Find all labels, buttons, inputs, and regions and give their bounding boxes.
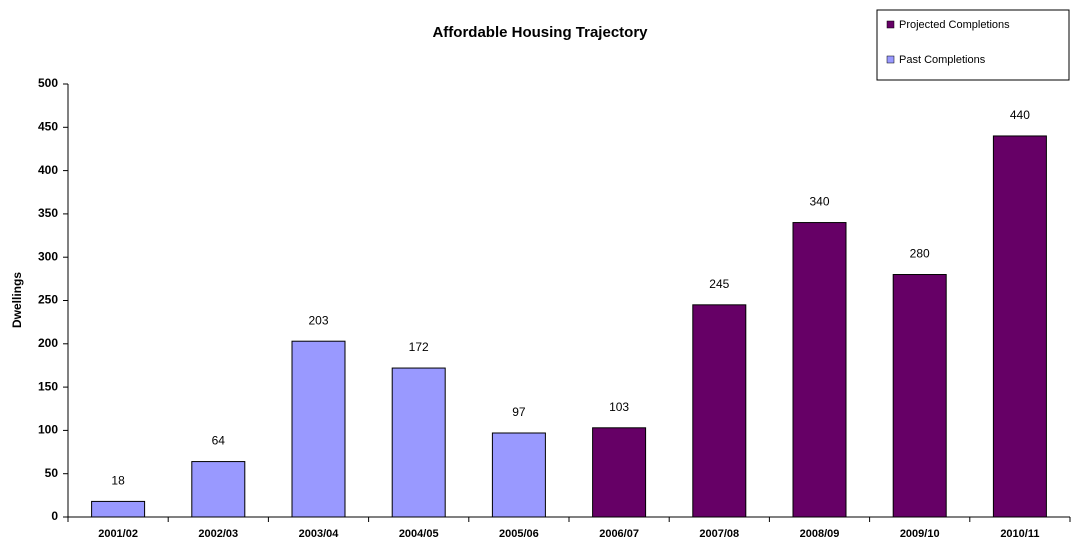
bar (191, 461, 246, 518)
y-tick-label: 200 (38, 336, 58, 350)
bar (892, 274, 947, 518)
x-tick-label: 2001/02 (98, 528, 138, 540)
y-tick-label: 350 (38, 206, 58, 220)
data-label: 64 (212, 434, 226, 448)
y-tick-label: 500 (38, 76, 58, 90)
bar (91, 500, 146, 518)
x-tick-label: 2004/05 (399, 528, 439, 540)
y-axis-label: Dwellings (10, 272, 24, 328)
x-tick-label: 2010/11 (1000, 528, 1039, 540)
bar (792, 222, 847, 518)
x-tick-label: 2007/08 (699, 528, 739, 540)
y-tick-label: 100 (38, 423, 58, 437)
data-label: 280 (910, 247, 930, 261)
data-label: 103 (609, 400, 629, 414)
data-label: 172 (409, 340, 429, 354)
y-tick-label: 450 (38, 119, 58, 133)
data-label: 18 (111, 474, 125, 488)
y-tick-label: 0 (51, 509, 58, 523)
y-tick-label: 150 (38, 379, 58, 393)
y-tick-label: 400 (38, 163, 58, 177)
bar (592, 427, 647, 518)
data-label: 97 (512, 405, 526, 419)
bar (692, 304, 747, 518)
x-tick-label: 2008/09 (800, 528, 840, 540)
data-label: 245 (709, 277, 729, 291)
x-tick-label: 2005/06 (499, 528, 539, 540)
bar (291, 340, 346, 518)
data-label: 340 (809, 195, 829, 209)
x-tick-label: 2003/04 (299, 528, 340, 540)
chart-title: Affordable Housing Trajectory (432, 24, 648, 41)
y-tick-label: 300 (38, 249, 58, 263)
x-tick-label: 2002/03 (198, 528, 238, 540)
bar (391, 367, 446, 518)
legend-swatch (886, 20, 895, 29)
bar (491, 432, 546, 518)
data-label: 203 (308, 313, 328, 327)
legend-label: Past Completions (899, 54, 986, 66)
data-label: 440 (1010, 108, 1030, 122)
x-tick-label: 2009/10 (900, 528, 940, 540)
legend-swatch (886, 55, 895, 64)
bar (992, 135, 1047, 518)
y-tick-label: 50 (45, 466, 59, 480)
x-tick-label: 2006/07 (599, 528, 639, 540)
y-tick-label: 250 (38, 293, 58, 307)
legend-box (876, 9, 1070, 81)
legend-label: Projected Completions (899, 19, 1010, 31)
